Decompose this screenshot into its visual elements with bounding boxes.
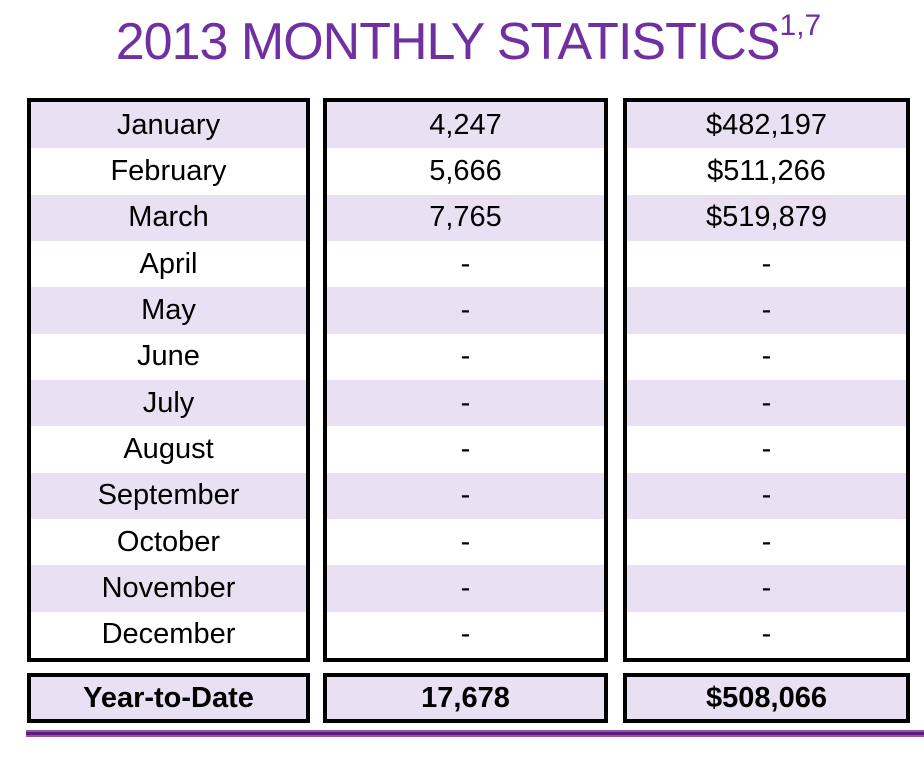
table-row-month: July xyxy=(31,379,306,427)
table-row-month: August xyxy=(31,426,306,473)
table-row-month: February xyxy=(31,148,306,195)
table-row-amount: $519,879 xyxy=(627,194,906,241)
table-row-amount: - xyxy=(627,426,906,473)
table-row-month: October xyxy=(31,518,306,566)
year-to-date-count: 17,678 xyxy=(323,673,608,723)
table-row-month: June xyxy=(31,333,306,380)
month-column: January February March April May June July Augu… xyxy=(27,98,310,662)
bottom-divider-line xyxy=(26,730,924,737)
page-title: 2013 MONTHLY STATISTICS1,7 xyxy=(27,8,910,75)
year-to-date-amount: $508,066 xyxy=(623,673,910,723)
table-row-count: - xyxy=(327,611,604,658)
table-row-month: March xyxy=(31,194,306,241)
table-row-month: December xyxy=(31,611,306,658)
table-row-month: April xyxy=(31,240,306,288)
year-to-date-label: Year-to-Date xyxy=(27,673,310,723)
table-row-amount: - xyxy=(627,565,906,612)
table-row-count: - xyxy=(327,379,604,427)
table-row-amount: - xyxy=(627,333,906,380)
table-row-count: - xyxy=(327,333,604,380)
table-row-count: 7,765 xyxy=(327,194,604,241)
table-row-count: 5,666 xyxy=(327,148,604,195)
amount-column: $482,197 $511,266 $519,879- - - - - - - - - xyxy=(623,98,910,662)
monthly-statistics-table: January February March April May June July Augu… xyxy=(27,98,910,662)
count-column: 4,247 5,666 7,765- - - - - - - - - xyxy=(323,98,608,662)
table-row-count: - xyxy=(327,472,604,519)
table-row-count: - xyxy=(327,565,604,612)
table-row-count: - xyxy=(327,240,604,288)
table-row-amount: - xyxy=(627,611,906,658)
table-row-amount: - xyxy=(627,518,906,566)
table-row-count: 4,247 xyxy=(327,102,604,149)
table-row-amount: - xyxy=(627,379,906,427)
table-row-count: - xyxy=(327,518,604,566)
year-to-date-row: Year-to-Date 17,678 $508,066 xyxy=(27,673,910,723)
table-row-month: November xyxy=(31,565,306,612)
table-row-count: - xyxy=(327,426,604,473)
table-row-month: September xyxy=(31,472,306,519)
table-row-count: - xyxy=(327,287,604,334)
table-row-amount: $482,197 xyxy=(627,102,906,149)
table-row-amount: $511,266 xyxy=(627,148,906,195)
table-row-month: May xyxy=(31,287,306,334)
table-row-amount: - xyxy=(627,287,906,334)
table-row-amount: - xyxy=(627,472,906,519)
page-title-footnote-superscript: 1,7 xyxy=(779,8,822,42)
page-title-text: 2013 MONTHLY STATISTICS xyxy=(115,13,781,71)
table-row-amount: - xyxy=(627,240,906,288)
table-row-month: January xyxy=(31,102,306,149)
